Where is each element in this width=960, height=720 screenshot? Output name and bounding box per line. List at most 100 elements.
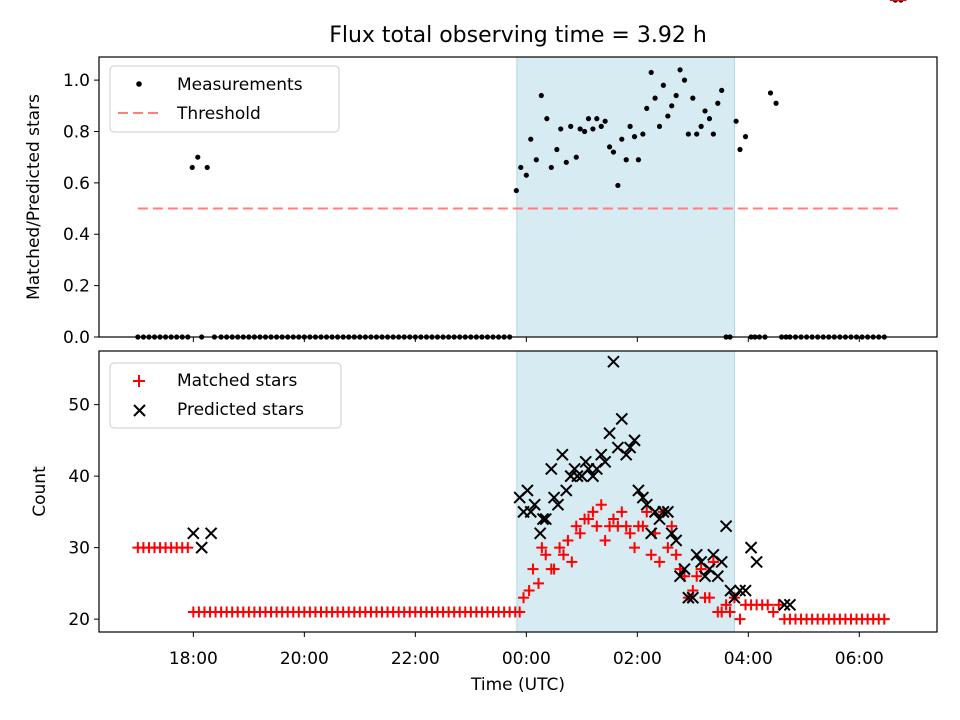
- y-tick-label: 1.0: [63, 71, 90, 91]
- measurement-point: [513, 187, 519, 194]
- measurement-point: [737, 146, 743, 153]
- measurement-point: [577, 126, 583, 132]
- bottom-shaded-span: [516, 350, 735, 633]
- y-tick-label: 50: [68, 396, 90, 416]
- matched-stars-points: [132, 0, 907, 625]
- measurement-point: [204, 164, 210, 171]
- predicted-star-point: [744, 541, 758, 554]
- measurement-point: [640, 131, 646, 137]
- predicted-star-point: [657, 505, 670, 519]
- measurement-point: [544, 116, 550, 122]
- predicted-star-point: [750, 555, 763, 569]
- measurement-point: [558, 126, 564, 132]
- measurement-point: [581, 128, 588, 135]
- y-tick-label: 20: [68, 610, 90, 630]
- predicted-star-point: [195, 541, 208, 554]
- measurement-point: [631, 134, 638, 140]
- measurement-point: [594, 116, 600, 122]
- predicted-star-point: [551, 498, 565, 511]
- predicted-star-point: [620, 448, 633, 461]
- measurement-point: [644, 105, 650, 111]
- measurement-point: [742, 134, 749, 140]
- x-tick-label: 20:00: [280, 649, 329, 669]
- predicted-star-point: [682, 591, 695, 604]
- matched-star-point: [566, 556, 578, 568]
- measurement-point: [690, 95, 696, 101]
- measurement-point: [685, 131, 691, 137]
- predicted-star-point: [623, 441, 637, 454]
- y-tick-label: 0.0: [63, 328, 90, 348]
- matched-star-point: [641, 506, 653, 518]
- y-tick-label: 0.8: [63, 122, 90, 142]
- predicted-star-point: [686, 591, 700, 604]
- matched-star-point: [587, 506, 599, 518]
- measurement-point: [733, 118, 739, 124]
- predicted-star-point: [539, 512, 552, 526]
- matched-star-point: [878, 613, 890, 625]
- measurement-point: [694, 131, 700, 137]
- measurement-point: [573, 154, 579, 160]
- predicted-star-point: [733, 584, 747, 597]
- measurement-point: [702, 108, 708, 114]
- bottom-axes-frame: [98, 350, 938, 633]
- measurement-point: [656, 123, 663, 129]
- matched-star-point: [574, 527, 586, 539]
- predicted-star-point: [528, 498, 541, 511]
- matched-star-point: [662, 542, 674, 554]
- predicted-star-point: [545, 462, 558, 476]
- top-y-axis-label: Matched/Predicted stars: [24, 94, 44, 300]
- measurement-point: [660, 82, 667, 88]
- measurement-point: [623, 157, 629, 163]
- predicted-star-point: [644, 527, 658, 540]
- matched-star-point: [548, 563, 560, 575]
- measurement-point: [698, 123, 704, 129]
- measurement-point: [719, 87, 725, 93]
- predicted-star-point: [533, 527, 547, 540]
- measurement-point: [590, 126, 596, 132]
- predicted-star-point: [673, 570, 687, 583]
- bottom-x-axis-ticks: 18:00 20:00 22:00 00:00 02:00 04:00 06:00: [169, 632, 884, 669]
- predicted-star-point: [586, 469, 600, 483]
- matched-star-point: [527, 563, 539, 575]
- matched-star-point: [724, 606, 736, 618]
- measurement-point: [548, 164, 554, 171]
- measurement-point: [528, 136, 534, 142]
- measurement-point: [669, 103, 675, 109]
- matched-star-point: [607, 513, 619, 525]
- predicted-star-point: [719, 519, 733, 533]
- measurement-point: [538, 92, 544, 99]
- y-tick-label: 0.4: [63, 225, 90, 245]
- predicted-star-point: [678, 562, 691, 576]
- predicted-star-point: [598, 455, 612, 469]
- measurement-point: [635, 157, 642, 163]
- predicted-star-point: [724, 584, 737, 597]
- legend-measurements-label: Measurements: [177, 75, 303, 95]
- predicted-star-point: [579, 455, 592, 469]
- measurement-point: [523, 172, 529, 178]
- matched-star-point: [599, 534, 611, 546]
- measurement-point: [627, 123, 633, 129]
- predicted-star-point: [628, 434, 641, 447]
- predicted-star-point: [711, 570, 724, 583]
- x-tick-label: 02:00: [613, 649, 662, 669]
- matched-star-point: [767, 606, 779, 618]
- y-tick-label: 0.6: [63, 174, 90, 194]
- measurement-point: [568, 123, 574, 129]
- predicted-star-point: [632, 484, 645, 497]
- matched-star-point: [773, 599, 785, 611]
- measurement-point: [606, 144, 613, 150]
- measurement-point: [619, 136, 625, 142]
- matched-star-point: [570, 520, 582, 532]
- predicted-star-point: [728, 591, 741, 604]
- matched-star-point: [691, 570, 703, 582]
- matched-star-point: [703, 592, 715, 604]
- x-tick-label: 00:00: [502, 649, 551, 669]
- matched-star-point: [554, 542, 566, 554]
- measurement-point: [681, 77, 688, 83]
- matched-star-point: [582, 513, 594, 525]
- measurement-point: [673, 92, 679, 99]
- x-tick-label: 04:00: [724, 649, 773, 669]
- matched-star-point: [536, 542, 548, 554]
- x-axis-label: Time (UTC): [470, 675, 565, 695]
